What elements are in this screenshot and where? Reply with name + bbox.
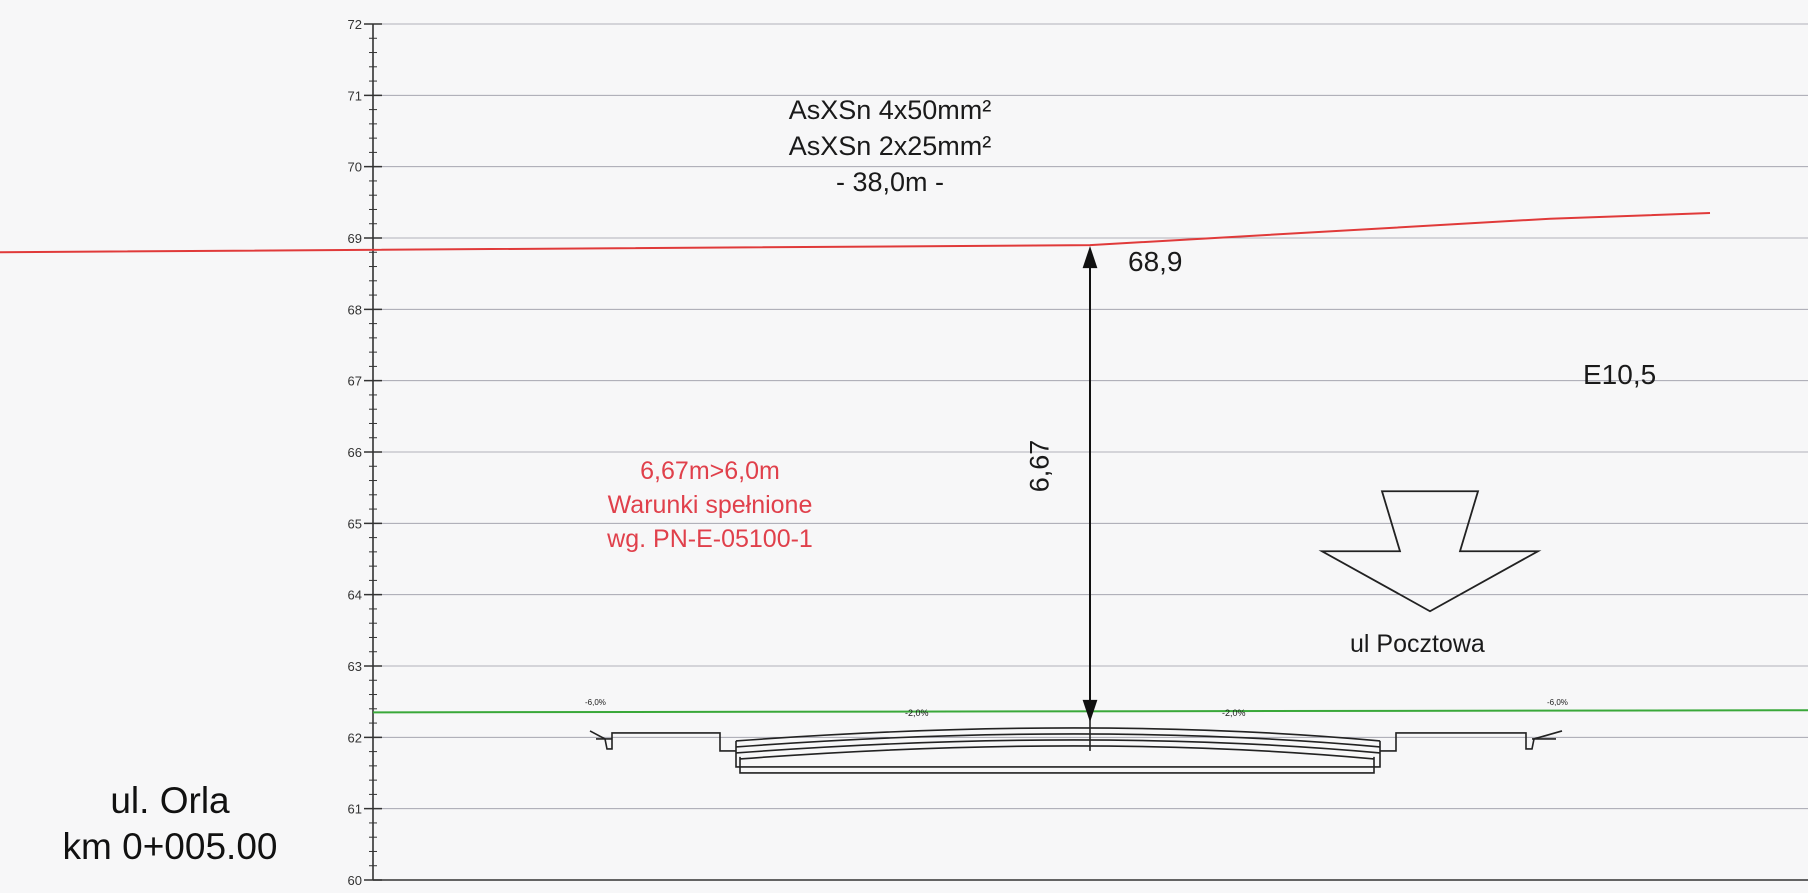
road-layer bbox=[739, 756, 1375, 774]
station-km: km 0+005.00 bbox=[62, 826, 278, 867]
road-layer bbox=[1380, 730, 1563, 752]
slope-left: -2,0% bbox=[905, 708, 929, 718]
road-layer-line bbox=[735, 739, 1381, 754]
tick-label: 71 bbox=[348, 88, 362, 103]
clearance-distance-label: 6,67 bbox=[1024, 439, 1055, 493]
compliance-standard: wg. PN-E-05100-1 bbox=[607, 525, 813, 553]
cable-elevation-label: 68,9 bbox=[1128, 246, 1183, 277]
compliance-result: Warunki spełnione bbox=[607, 491, 813, 519]
road-cross-section bbox=[589, 716, 1563, 774]
road-layer bbox=[589, 730, 736, 752]
tick-label: 62 bbox=[348, 730, 362, 745]
tick-label: 72 bbox=[348, 17, 362, 32]
road-layer bbox=[735, 740, 1381, 768]
cable-type-2: AsXSn 2x25mm² bbox=[788, 131, 992, 161]
tick-label: 66 bbox=[348, 445, 362, 460]
pole-label: E10,5 bbox=[1583, 359, 1657, 390]
tick-label: 69 bbox=[348, 231, 362, 246]
tick-label: 64 bbox=[348, 588, 362, 603]
slope-right: -2,0% bbox=[1222, 708, 1246, 718]
road-layer-line bbox=[735, 733, 1381, 748]
tick-label: 65 bbox=[348, 516, 362, 531]
direction-arrow-icon bbox=[1318, 490, 1542, 613]
clearance-dimension bbox=[1082, 245, 1098, 723]
road-surface bbox=[735, 727, 1381, 742]
span-length: - 38,0m - bbox=[835, 167, 945, 197]
tick-label: 63 bbox=[348, 659, 362, 674]
tick-label: 60 bbox=[348, 873, 362, 888]
compliance-condition: 6,67m>6,0m bbox=[640, 457, 780, 485]
dimension-arrowhead-bottom bbox=[1082, 699, 1098, 723]
tick-label: 68 bbox=[348, 302, 362, 317]
compliance-note: 6,67m>6,0m Warunki spełnione wg. PN-E-05… bbox=[560, 454, 860, 556]
street-label: ul Pocztowa bbox=[1350, 630, 1485, 658]
y-axis bbox=[364, 23, 1808, 881]
slope-right-outer: -6,0% bbox=[1547, 698, 1568, 707]
tick-label: 61 bbox=[348, 802, 362, 817]
station-label: ul. Orla km 0+005.00 bbox=[10, 778, 330, 870]
cable-line bbox=[0, 212, 1711, 254]
station-street: ul. Orla bbox=[110, 780, 230, 821]
tick-label: 67 bbox=[348, 374, 362, 389]
dimension-arrowhead-top bbox=[1082, 245, 1098, 269]
slope-left-outer: -6,0% bbox=[585, 698, 606, 707]
cable-type-1: AsXSn 4x50mm² bbox=[788, 95, 992, 125]
road-layer-line bbox=[739, 745, 1375, 760]
cable-description: AsXSn 4x50mm² AsXSn 2x25mm² - 38,0m - bbox=[700, 92, 1080, 200]
y-axis-tick-labels: 60 61 62 63 64 65 66 67 68 69 70 71 72 bbox=[348, 17, 362, 888]
tick-label: 70 bbox=[348, 160, 362, 175]
arrow-shape bbox=[1318, 490, 1542, 613]
